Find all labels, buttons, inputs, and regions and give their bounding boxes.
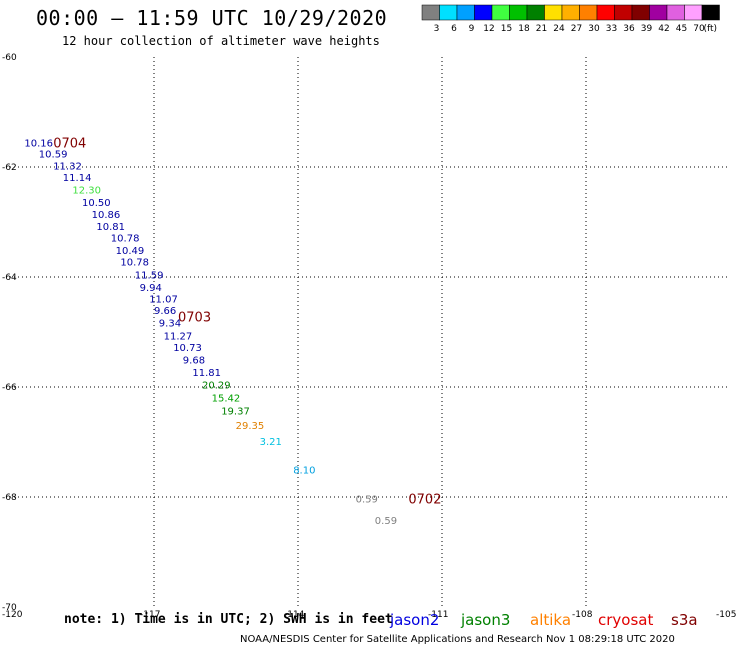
wave-height-label: 8.10 [293, 466, 315, 477]
wave-height-label: 9.34 [159, 319, 181, 330]
pass-time-label: 0704 [53, 136, 86, 151]
colorbar-swatch [631, 4, 650, 21]
wave-height-label: 10.49 [116, 246, 145, 257]
colorbar-tick-label: 36 [623, 24, 635, 34]
colorbar-swatch [491, 4, 510, 21]
wave-height-label: 9.94 [140, 283, 162, 294]
x-tick-label: -105 [716, 610, 736, 620]
colorbar-swatch [421, 4, 440, 21]
colorbar-swatch [474, 4, 493, 21]
wave-height-label: 0.59 [356, 495, 378, 506]
y-tick-label: -64 [2, 273, 17, 283]
wave-height-label: 10.73 [173, 343, 202, 354]
x-tick-label: -120 [2, 610, 23, 620]
colorbar-tick-label: 3 [434, 24, 440, 34]
chart-subtitle: 12 hour collection of altimeter wave hei… [62, 34, 380, 48]
wave-height-label: 11.32 [53, 161, 82, 172]
credit-line: NOAA/NESDIS Center for Satellite Applica… [240, 634, 675, 645]
colorbar-tick-label: 9 [469, 24, 475, 34]
x-tick-label: -111 [428, 610, 448, 620]
wave-height-label: 20.29 [202, 380, 231, 391]
wave-height-label: 12.30 [72, 186, 101, 197]
footnote: note: 1) Time is in UTC; 2) SWH is in fe… [64, 612, 393, 627]
x-tick-label: -108 [572, 610, 593, 620]
y-tick-label: -66 [2, 383, 17, 393]
wave-height-label: 15.42 [212, 393, 241, 404]
wave-height-label: 10.78 [111, 233, 140, 244]
colorbar: 3 6 9 12 15 18 21 24 27 30 33 36 39 42 45 70(ft) [421, 4, 720, 34]
wave-height-label: 19.37 [221, 407, 250, 418]
y-tick-label: -70 [2, 603, 17, 613]
wave-height-label: 10.50 [82, 198, 111, 209]
colorbar-tick-label: 12 [483, 24, 494, 34]
colorbar-swatch [561, 4, 580, 21]
wave-height-label: 9.68 [183, 356, 205, 367]
axis-tick-labels: -120 -117 -114 -111 -108 -105 -60 -62 -64 -66 -68 -… [2, 53, 736, 620]
legend-jason3: jason3 [460, 611, 510, 629]
colorbar-swatch [666, 4, 685, 21]
y-tick-label: -60 [2, 53, 17, 63]
grid-lines [10, 57, 730, 607]
colorbar-tick-label: 33 [606, 24, 617, 34]
colorbar-tick-label: 45 [676, 24, 687, 34]
colorbar-unit-label: (ft) [704, 24, 718, 34]
colorbar-tick-label: 24 [553, 24, 565, 34]
colorbar-swatch [684, 4, 703, 21]
wave-height-label: 10.78 [120, 258, 149, 269]
wave-height-label: 10.16 [24, 138, 53, 149]
wave-height-label: 10.59 [39, 149, 68, 160]
colorbar-swatch [649, 4, 668, 21]
colorbar-swatch [456, 4, 475, 21]
colorbar-swatch [614, 4, 633, 21]
chart-title: 00:00 – 11:59 UTC 10/29/2020 [36, 6, 388, 30]
colorbar-swatch [579, 4, 598, 21]
colorbar-tick-label: 6 [451, 24, 457, 34]
x-tick-label: -117 [140, 610, 160, 620]
colorbar-swatch [526, 4, 545, 21]
legend-s3a: s3a [671, 611, 698, 629]
colorbar-tick-label: 42 [658, 24, 669, 34]
colorbar-tick-label: 39 [641, 24, 653, 34]
legend-jason2: jason2 [389, 611, 439, 629]
colorbar-swatch [701, 4, 720, 21]
pass-time-label: 0703 [178, 311, 211, 326]
colorbar-tick-label: 21 [536, 24, 547, 34]
wave-height-label: 11.59 [135, 270, 164, 281]
wave-height-label: 11.07 [149, 294, 178, 305]
colorbar-tick-label: 27 [571, 24, 582, 34]
legend-altika: altika [530, 611, 571, 629]
wave-height-label: 11.14 [63, 173, 92, 184]
wave-height-label: 9.66 [154, 306, 176, 317]
x-tick-label: -114 [284, 610, 305, 620]
colorbar-swatch [544, 4, 563, 21]
wave-height-label: 11.27 [164, 331, 193, 342]
colorbar-tick-label: 18 [518, 24, 530, 34]
wave-height-label: 0.59 [375, 516, 397, 527]
wave-height-label: 10.86 [92, 210, 121, 221]
wave-height-label: 29.35 [236, 421, 265, 432]
wave-height-label: 10.81 [96, 222, 125, 233]
colorbar-swatch [439, 4, 458, 21]
legend-cryosat: cryosat [598, 611, 653, 629]
wave-height-label: 3.21 [260, 437, 282, 448]
colorbar-tick-label: 70 [693, 24, 705, 34]
pass-time-label: 0702 [408, 493, 441, 508]
y-tick-label: -68 [2, 493, 17, 503]
colorbar-swatch [596, 4, 615, 21]
y-tick-label: -62 [2, 163, 17, 173]
colorbar-swatch [509, 4, 528, 21]
colorbar-tick-label: 15 [501, 24, 512, 34]
colorbar-tick-label: 30 [588, 24, 600, 34]
wave-height-label: 11.81 [192, 368, 221, 379]
satellite-legend: jason2 jason3 altika cryosat s3a [389, 611, 698, 629]
